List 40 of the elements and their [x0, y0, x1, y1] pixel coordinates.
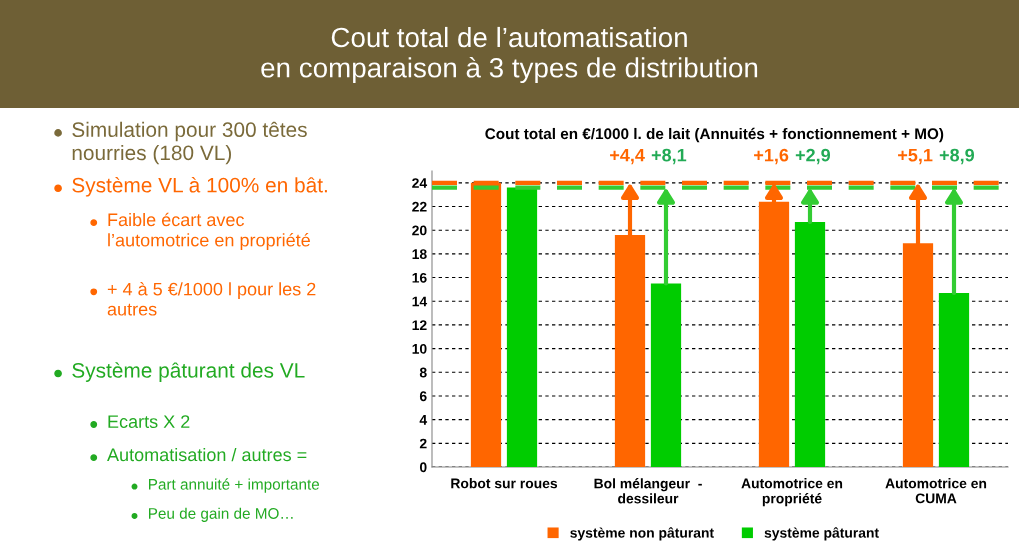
chart-title: Cout total de l’automatisation en comparaison à 3 types de distribution	[261, 26, 758, 84]
y-tick-label: 8	[419, 367, 427, 378]
x-tick-label: Automotrice en CUMA	[885, 478, 987, 504]
x-tick-label: Automotrice en propriété	[741, 478, 843, 507]
text: Automatisation / autres =	[107, 447, 307, 462]
x-tick-label: Bol mélangeur - dessileur	[594, 478, 702, 504]
bar	[794, 221, 826, 467]
y-tick-label: 18	[412, 249, 427, 260]
x-tick-label: Robot sur roues	[451, 478, 558, 489]
y-tick-label: 0	[419, 462, 427, 473]
text: Part annuité + importante	[149, 478, 320, 493]
y-tick-label: 4	[419, 415, 428, 425]
y-tick-label: 14	[412, 296, 428, 307]
bar	[506, 187, 538, 467]
annotation: +2,9	[795, 148, 831, 165]
bar	[650, 283, 682, 467]
text: Faible écart avec l’automotrice en propriété	[108, 212, 310, 251]
legend-label: système non pâturant	[570, 527, 714, 541]
y-tick-label: 12	[412, 320, 427, 330]
text: Système VL à 100% en bât.	[72, 176, 327, 197]
y-tick-label: 16	[412, 272, 427, 283]
text: Peu de gain de MO…	[149, 507, 293, 522]
y-tick-label: 10	[412, 343, 427, 354]
y-tick-label: 6	[419, 391, 427, 402]
y-tick-label: 20	[412, 225, 427, 236]
legend-label: système pâturant	[764, 527, 879, 541]
text: Ecarts X 2	[108, 415, 190, 429]
y-tick-label: 24	[412, 178, 428, 188]
annotation: +1,6	[754, 148, 789, 165]
bar	[938, 292, 970, 467]
annotation: +8,9	[939, 148, 975, 165]
y-tick-label: 22	[412, 201, 427, 212]
text: Simulation pour 300 têtes nourries (180 VL)	[72, 121, 307, 165]
text: + 4 à 5 €/1000 l pour les 2 autres	[107, 282, 316, 316]
annotation: +4,4	[610, 148, 645, 165]
chart-subtitle: Cout total en €/1000 l. de lait (Annuités + fonctionnement + MO)	[485, 127, 944, 143]
annotation: +5,1	[898, 148, 933, 165]
annotation: +8,1	[651, 148, 687, 165]
text: Système pâturant des VL	[72, 362, 305, 382]
y-tick-label: 2	[419, 438, 427, 449]
